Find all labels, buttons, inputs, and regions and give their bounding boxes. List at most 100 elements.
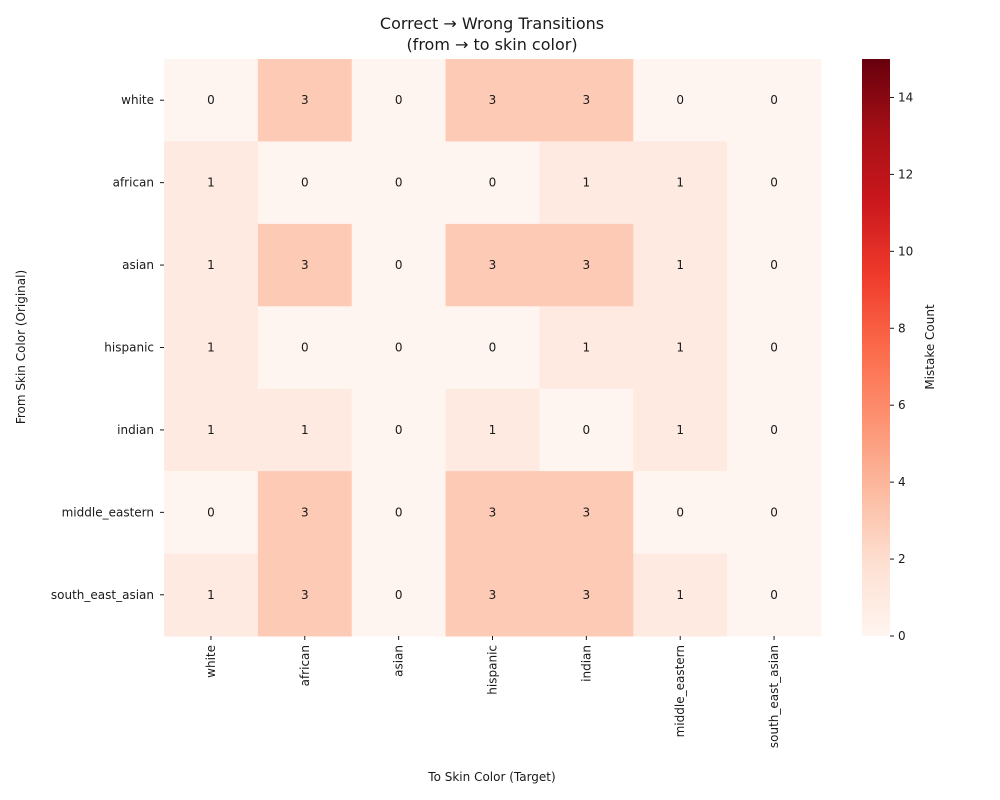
heatmap-cell: [351, 471, 447, 555]
y-tick-label: hispanic: [104, 341, 154, 355]
colorbar-tick-label: 2: [898, 552, 906, 566]
heatmap-cell: [351, 306, 447, 390]
cell-value-label: 0: [770, 258, 778, 272]
heatmap-cell: [727, 471, 822, 555]
heatmap-cell: [445, 553, 540, 637]
cell-value-label: 0: [395, 505, 403, 519]
cell-value-label: 0: [395, 176, 403, 190]
heatmap-cell: [164, 388, 259, 472]
cell-value-label: 1: [676, 176, 684, 190]
y-tick-label: african: [113, 176, 154, 190]
cell-value-label: 0: [676, 505, 684, 519]
heatmap-cell: [539, 223, 634, 307]
heatmap-cell: [257, 471, 353, 555]
y-axis-ticks: white african asian hispanic indian middle_ea…: [51, 93, 164, 602]
cell-value-label: 0: [770, 176, 778, 190]
heatmap-cell: [727, 306, 822, 390]
heatmap-cell: [257, 141, 353, 225]
heatmap-cell: [164, 223, 259, 307]
cell-value-label: 1: [207, 341, 215, 355]
chart-subtitle: (from → to skin color): [406, 35, 577, 54]
cell-value-label: 1: [207, 258, 215, 272]
y-tick-label: indian: [117, 423, 154, 437]
heatmap-cells: 0 3 0 3 3 0 0 1 0 0 0 1 1 0 1 3 0 3 3 1 0 1 0 0 0 1 1 0 1 1 0 1 0 1 0 0 3 0 3 3…: [164, 59, 822, 637]
heatmap-cell: [351, 223, 447, 307]
heatmap-cell: [633, 471, 728, 555]
heatmap-cell: [633, 306, 728, 390]
cell-value-label: 3: [489, 258, 497, 272]
colorbar-tick-label: 4: [898, 475, 906, 489]
heatmap-cell: [633, 388, 728, 472]
heatmap-cell: [727, 553, 822, 637]
colorbar-label: Mistake Count: [923, 304, 937, 390]
cell-value-label: 1: [676, 341, 684, 355]
cell-value-label: 1: [676, 423, 684, 437]
heatmap-cell: [445, 306, 540, 390]
colorbar-tick-label: 8: [898, 321, 906, 335]
heatmap-cell: [539, 553, 634, 637]
cell-value-label: 1: [676, 588, 684, 602]
heatmap-cell: [351, 59, 447, 142]
heatmap-cell: [445, 223, 540, 307]
cell-value-label: 0: [583, 423, 591, 437]
cell-value-label: 3: [489, 588, 497, 602]
cell-value-label: 0: [489, 176, 497, 190]
x-tick-label: white: [204, 645, 218, 678]
cell-value-label: 3: [301, 588, 309, 602]
heatmap-cell: [257, 59, 353, 142]
x-tick-label: middle_eastern: [673, 645, 687, 737]
heatmap-cell: [539, 306, 634, 390]
cell-value-label: 3: [301, 93, 309, 107]
cell-value-label: 1: [207, 176, 215, 190]
heatmap-cell: [727, 388, 822, 472]
heatmap-cell: [164, 306, 259, 390]
x-tick-label: south_east_asian: [767, 645, 781, 748]
heatmap-cell: [445, 141, 540, 225]
cell-value-label: 3: [489, 93, 497, 107]
heatmap-cell: [257, 388, 353, 472]
cell-value-label: 0: [770, 423, 778, 437]
heatmap-cell: [257, 223, 353, 307]
heatmap-cell: [633, 553, 728, 637]
cell-value-label: 0: [395, 341, 403, 355]
heatmap-cell: [633, 223, 728, 307]
x-tick-label: african: [298, 645, 312, 686]
cell-value-label: 0: [770, 93, 778, 107]
heatmap-cell: [164, 59, 259, 142]
colorbar-tick-label: 12: [898, 167, 913, 181]
cell-value-label: 1: [301, 423, 309, 437]
cell-value-label: 3: [489, 505, 497, 519]
heatmap-cell: [633, 141, 728, 225]
x-tick-label: indian: [579, 645, 593, 682]
y-tick-label: white: [121, 93, 154, 107]
y-tick-label: middle_eastern: [62, 505, 154, 519]
heatmap-cell: [539, 59, 634, 142]
cell-value-label: 0: [301, 176, 309, 190]
heatmap-cell: [727, 223, 822, 307]
cell-value-label: 0: [770, 505, 778, 519]
cell-value-label: 0: [301, 341, 309, 355]
y-tick-label: south_east_asian: [51, 588, 154, 602]
cell-value-label: 0: [207, 93, 215, 107]
cell-value-label: 1: [676, 258, 684, 272]
cell-value-label: 0: [676, 93, 684, 107]
x-axis-label: To Skin Color (Target): [427, 770, 555, 784]
colorbar-tick-label: 6: [898, 398, 906, 412]
heatmap-cell: [257, 306, 353, 390]
cell-value-label: 1: [583, 176, 591, 190]
cell-value-label: 0: [207, 505, 215, 519]
y-tick-label: asian: [122, 258, 154, 272]
chart-title: Correct → Wrong Transitions: [380, 14, 604, 33]
cell-value-label: 0: [770, 341, 778, 355]
cell-value-label: 3: [583, 588, 591, 602]
cell-value-label: 1: [207, 423, 215, 437]
cell-value-label: 3: [301, 505, 309, 519]
cell-value-label: 0: [770, 588, 778, 602]
colorbar-ticks: 0 2 4 6 8 10 12 14: [890, 90, 913, 643]
x-tick-label: asian: [392, 645, 406, 677]
heatmap-cell: [633, 59, 728, 142]
cell-value-label: 0: [395, 588, 403, 602]
x-tick-label: hispanic: [486, 645, 500, 695]
cell-value-label: 0: [395, 93, 403, 107]
